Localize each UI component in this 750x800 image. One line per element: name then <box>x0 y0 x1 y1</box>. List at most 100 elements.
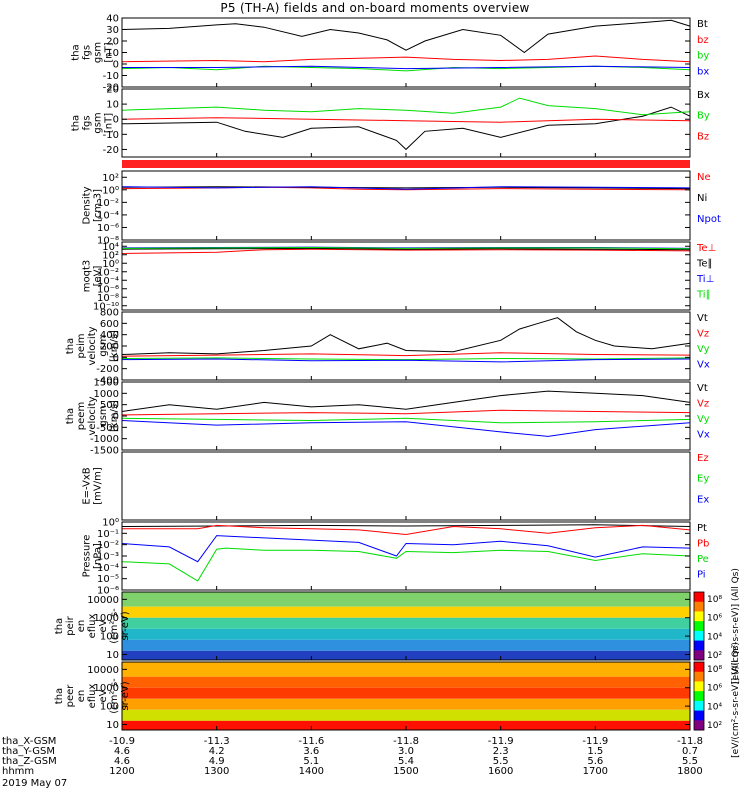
y-tick-label: 10⁻² <box>97 267 119 278</box>
y-axis-label-line: [nPa] <box>93 543 104 569</box>
x-row-value: -11.6 <box>298 736 324 747</box>
colorbar-segment <box>694 601 704 612</box>
y-axis-label-line: en <box>76 690 87 703</box>
panel-2: 20 10 0 -10 -20 thafgsgsm[nT] Bx By Bz <box>71 85 710 158</box>
y-tick-label: -20 <box>103 83 119 94</box>
y-tick-label: -1000 <box>90 434 119 445</box>
spectrogram-band <box>122 687 690 699</box>
series-line-Npot <box>121 186 691 190</box>
date-label: 2019 May 07 <box>2 778 67 789</box>
panel-4: 10⁴10²10⁰10⁻²10⁻⁴10⁻⁶10⁻⁸10⁻¹⁰moqt3[eV]T… <box>82 241 716 312</box>
y-axis-label: E=-VxB[mV/m] <box>82 467 104 505</box>
y-tick-label: 10⁻⁶ <box>97 223 119 234</box>
y-tick-label: 10⁻¹ <box>97 529 119 540</box>
series-line-Vt <box>121 390 691 412</box>
page-title: P5 (TH-A) fields and on-board moments ov… <box>220 1 530 15</box>
y-tick-label: 200 <box>100 342 119 353</box>
y-axis-label-line: gsm <box>93 42 104 63</box>
y-axis-label-line: [km/s] <box>109 400 120 432</box>
panel-frame <box>121 521 691 591</box>
colorbar-label: [eV/(cm²-s-sr-eV)] (All Qs) <box>731 568 741 684</box>
series-line-bz <box>121 55 691 63</box>
legend-entry-Ti⊥: Ti⊥ <box>696 274 714 285</box>
x-row-value: 1300 <box>204 766 229 777</box>
y-tick-label: 0 <box>113 60 119 71</box>
y-tick-label: 100 <box>100 702 119 713</box>
x-row-value: 5.6 <box>587 756 603 767</box>
mode-bar <box>122 160 690 168</box>
y-tick-label: 10⁻⁴ <box>97 210 119 221</box>
legend-entry-Ez: Ez <box>697 453 709 464</box>
y-axis-label-line: peim <box>76 333 87 358</box>
series-line-Vy <box>121 417 691 424</box>
series-line-Te∥ <box>121 247 691 251</box>
colorbar-tick-label: 10⁴ <box>707 702 722 712</box>
y-axis-label-line: eflux <box>87 684 98 709</box>
x-row-value: 5.5 <box>493 756 509 767</box>
y-axis-label-line: (cm²-s- <box>109 678 120 714</box>
legend-entry-Bx: Bx <box>697 90 710 101</box>
legend-entry-bz: bz <box>697 35 709 46</box>
legend-entry-Vt: Vt <box>697 383 708 394</box>
y-tick-label: -10 <box>103 71 119 82</box>
y-axis-label-line: [eV] <box>93 266 104 287</box>
y-tick-label: 10⁻² <box>97 198 119 209</box>
x-row-value: 1500 <box>393 766 418 777</box>
x-row-value: -11.8 <box>677 736 703 747</box>
y-tick-label: 0 <box>113 412 119 423</box>
legend-entry-Ni: Ni <box>697 193 707 204</box>
y-tick-label: -400 <box>96 376 119 387</box>
legend-entry-Vz: Vz <box>697 329 709 340</box>
legend-entry-Vt: Vt <box>697 313 708 324</box>
panel-frame <box>121 17 691 88</box>
y-tick-label: 10 <box>106 48 119 59</box>
y-axis-label-line: tha <box>54 618 65 634</box>
colorbar-segment <box>694 630 704 642</box>
x-row-value: 1200 <box>109 766 134 777</box>
legend-entry-Ne: Ne <box>697 172 711 183</box>
x-row-value: 5.1 <box>303 756 319 767</box>
legend-entry-Ti∥: Ti∥ <box>696 290 711 301</box>
y-axis-label-line: tha <box>65 408 76 424</box>
series-line-Ti∥ <box>121 246 691 250</box>
legend-entry-Vy: Vy <box>697 414 710 425</box>
colorbar-segment <box>694 681 704 692</box>
y-tick-label: 800 <box>100 308 119 319</box>
colorbar-tick-label: 10⁶ <box>707 614 722 624</box>
y-tick-label: 10⁻⁸ <box>97 236 119 247</box>
series-line-Bx <box>121 106 691 151</box>
x-row-value: -11.8 <box>393 736 419 747</box>
x-row-value: 4.2 <box>209 746 225 757</box>
x-row-value: 4.6 <box>114 746 130 757</box>
y-axis-label: Pressure[nPa] <box>82 535 104 578</box>
legend-entry-Vy: Vy <box>697 344 710 355</box>
colorbar-segment <box>694 640 704 651</box>
x-row-value: 1400 <box>299 766 324 777</box>
series-line-Ni <box>121 186 691 190</box>
y-tick-label: 10⁻⁴ <box>97 276 119 287</box>
x-row-value: 2.3 <box>493 746 509 757</box>
y-axis-label-line: tha <box>54 688 65 704</box>
legend-entry-By: By <box>697 111 710 122</box>
y-tick-label: -200 <box>96 364 119 375</box>
legend-entry-Pe: Pe <box>697 554 709 565</box>
y-tick-label: 10⁻⁶ <box>97 284 119 295</box>
colorbar-tick-label: 10⁴ <box>707 632 722 642</box>
panel-frame <box>121 451 691 521</box>
y-tick-label: -1500 <box>90 446 119 457</box>
y-tick-label: 400 <box>100 330 119 341</box>
x-row-value: 4.6 <box>114 756 130 767</box>
spectrogram-band <box>122 606 690 618</box>
y-tick-label: 1500 <box>94 378 119 389</box>
y-tick-label: 20 <box>106 85 119 96</box>
spectrogram-band <box>122 639 690 651</box>
series-line-Te⊥ <box>121 248 691 254</box>
colorbar-frame <box>693 661 705 731</box>
colorbar-segment <box>694 671 704 682</box>
series-line-Bz <box>121 117 691 123</box>
x-row-value: 5.4 <box>398 756 414 767</box>
y-tick-label: 10⁻⁶ <box>97 586 119 597</box>
colorbar-segment <box>694 592 704 603</box>
